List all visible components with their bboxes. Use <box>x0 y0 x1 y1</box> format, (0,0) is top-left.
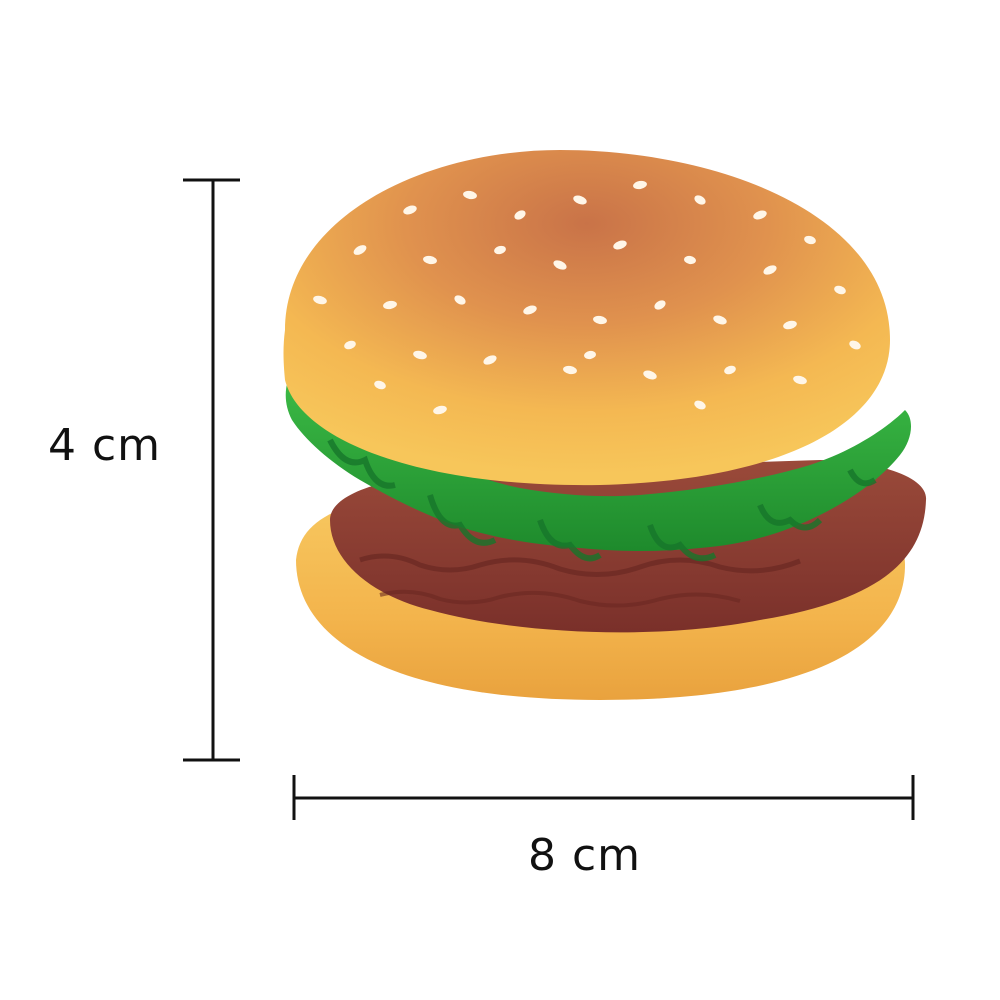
sesame-seeds <box>313 180 861 415</box>
patty-texture <box>359 553 801 577</box>
width-label: 8 cm <box>528 830 642 881</box>
lettuce-ridges <box>327 438 877 562</box>
burger-toy <box>283 150 927 700</box>
width-dimension-line <box>292 775 915 820</box>
height-label: 4 cm <box>48 420 162 471</box>
top-bun <box>283 150 890 486</box>
height-dimension-line <box>183 178 240 762</box>
lettuce <box>285 369 912 551</box>
patty-texture <box>379 589 741 608</box>
